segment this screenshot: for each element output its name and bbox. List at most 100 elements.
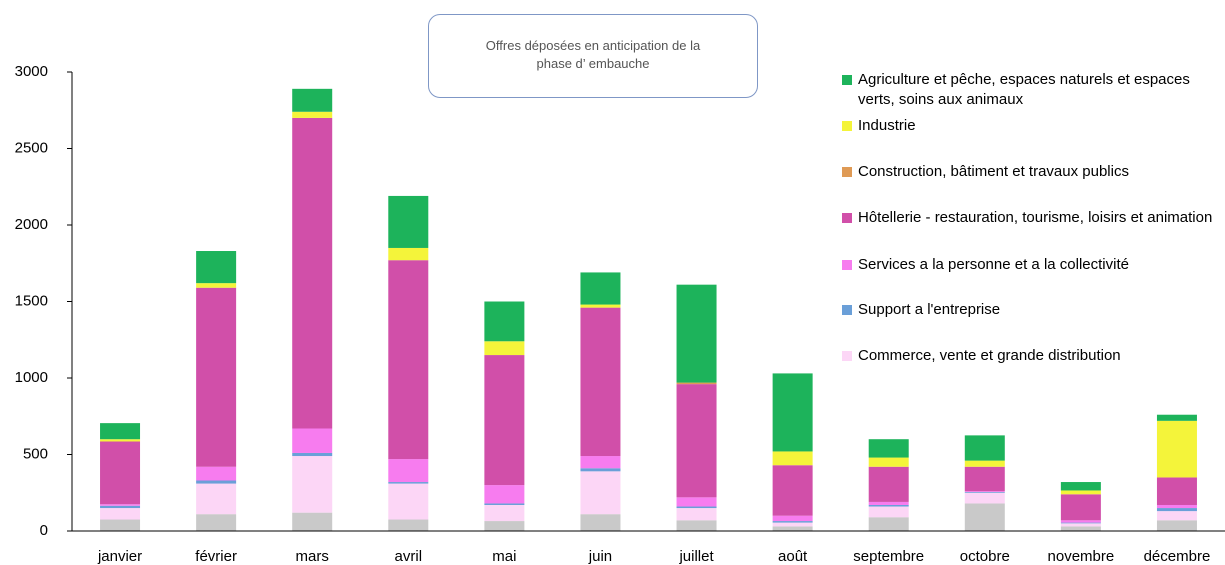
bar-segment [388,247,429,261]
legend-entry: Services a la personne et a la collectiv… [842,255,1225,275]
bar-segment [1156,504,1197,509]
bar-segment [868,439,909,458]
legend-label: Agriculture et pêche, espaces naturels e… [858,71,1190,108]
bar-segment [676,520,717,531]
legend-entry: Construction, bâtiment et travaux public… [842,162,1225,182]
x-tick-label: mai [492,548,516,565]
bar-segment [580,471,621,515]
legend-entry: Commerce, vente et grande distribution [842,346,1225,366]
bar-segment [868,506,909,518]
bar-segment [1156,508,1197,512]
y-tick-label: 500 [23,445,48,462]
legend-label: Construction, bâtiment et travaux public… [858,163,1129,180]
bar-segment [676,508,717,521]
x-tick-label: décembre [1144,548,1211,565]
bar-segment [100,519,141,531]
bar-segment [196,514,237,531]
bar-segment [292,88,333,112]
bar-segment [196,283,237,288]
x-tick-label: mars [296,548,329,565]
bar-segment [196,287,237,467]
bar-segment [772,373,813,452]
bar-segment [1156,477,1197,505]
y-tick-label: 2500 [15,139,48,156]
bar-segment [292,111,333,118]
bar-segment [484,521,525,531]
bar-segment [964,435,1005,461]
bar-segment [1156,414,1197,421]
bar-segment [580,456,621,469]
bar-segment [100,508,141,520]
bar-segment [196,466,237,481]
bar-segment [676,497,717,507]
bar-segment [1156,520,1197,531]
bar-segment [100,423,141,440]
bar-segment [1060,490,1101,495]
bar-segment [1156,420,1197,478]
bar-segment [676,284,717,383]
bar-segment [772,465,813,516]
bar-segment [868,466,909,502]
bar-segment [388,519,429,531]
bar-segment [1060,522,1101,524]
bar-segment [388,195,429,248]
bar-segment [772,451,813,466]
legend-label: Services a la personne et a la collectiv… [858,256,1129,273]
x-tick-label: avril [395,548,423,565]
legend-entry: Support a l'entreprise [842,300,1225,320]
bar-segment [964,491,1005,493]
legend-swatch [842,260,852,270]
bar-segment [580,304,621,308]
bar-segment [388,459,429,483]
bar-segment [100,441,141,505]
x-tick-label: février [195,548,237,565]
bar-segment [292,452,333,457]
x-tick-label: novembre [1048,548,1115,565]
bar-segment [484,341,525,356]
bar-segment [868,501,909,505]
bar-segment [292,428,333,453]
bar-segment [868,504,909,507]
bar-segment [292,117,333,429]
bar-segment [772,522,813,527]
bar-segment [772,521,813,523]
bar-segment [196,251,237,284]
x-tick-label: juin [588,548,612,565]
legend-swatch [842,351,852,361]
bar-segment [484,301,525,342]
bar-segment [676,384,717,498]
legend-entry: Agriculture et pêche, espaces naturels e… [842,70,1225,110]
bar-segment [676,382,717,385]
y-tick-label: 2000 [15,216,48,233]
x-tick-label: octobre [960,548,1010,565]
bar-segment [388,483,429,520]
bar-segment [1156,511,1197,521]
bar-segment [100,504,141,506]
legend-entry: Hôtellerie - restauration, tourisme, loi… [842,208,1225,228]
legend-swatch [842,167,852,177]
legend-entry: Industrie [842,116,1225,136]
bar-segment [484,355,525,486]
bar-segment [100,439,141,442]
bar-segment [100,505,141,509]
legend-swatch [842,305,852,315]
legend-swatch [842,213,852,223]
bar-segment [292,512,333,531]
x-tick-label: août [778,548,808,565]
x-tick-label: juillet [678,548,714,565]
bar-segment [580,468,621,472]
bar-segment [484,503,525,505]
bar-segment [676,506,717,509]
y-tick-label: 0 [40,522,48,539]
bar-segment [964,492,1005,504]
bar-segment [196,480,237,484]
bar-segment [868,457,909,467]
x-tick-label: janvier [97,548,142,565]
bar-segment [868,517,909,531]
y-tick-label: 3000 [15,63,48,80]
bar-segment [1060,494,1101,521]
legend-label: Hôtellerie - restauration, tourisme, loi… [858,209,1213,226]
y-tick-label: 1500 [15,292,48,309]
